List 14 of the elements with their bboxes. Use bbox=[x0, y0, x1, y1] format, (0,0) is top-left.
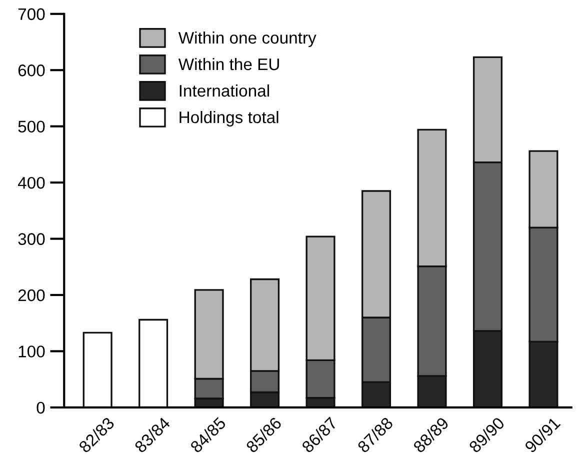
bar bbox=[138, 318, 168, 408]
y-tick-label: 600 bbox=[18, 64, 45, 76]
y-tick-label: 200 bbox=[18, 289, 45, 302]
y-tick-label: 0 bbox=[36, 402, 45, 414]
y-tick-label: 500 bbox=[18, 120, 45, 133]
y-tick-label: 300 bbox=[18, 233, 45, 245]
y-tick-label: 700 bbox=[18, 8, 45, 20]
legend-label: Holdings total bbox=[180, 110, 278, 127]
bar bbox=[82, 332, 112, 408]
y-tick-label: 100 bbox=[18, 346, 45, 358]
legend-label: International bbox=[180, 84, 269, 97]
y-tick-label: 400 bbox=[18, 176, 45, 189]
legend-label: Within one country bbox=[178, 31, 316, 48]
legend-label: Within the EU bbox=[178, 58, 279, 70]
